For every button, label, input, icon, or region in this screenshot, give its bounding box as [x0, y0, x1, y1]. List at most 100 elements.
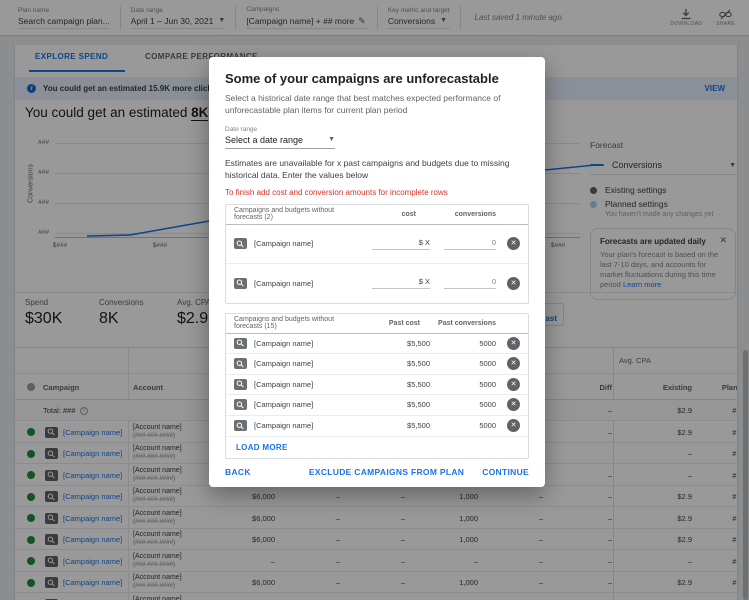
remove-icon[interactable]: ✕	[507, 237, 520, 251]
vertical-scrollbar[interactable]	[743, 350, 748, 600]
search-icon[interactable]	[45, 512, 58, 524]
chevron-down-icon: ▼	[328, 136, 335, 144]
tab-compare-performance[interactable]: COMPARE PERFORMANCE	[145, 52, 258, 61]
remove-icon[interactable]: ✕	[507, 377, 520, 391]
search-icon[interactable]	[45, 555, 58, 567]
account-number: (###-###-####)	[133, 539, 176, 547]
group-header-avg-cpa: Avg. CPA	[619, 356, 651, 365]
cell-cost: $6,000	[252, 578, 275, 587]
column-divider	[128, 348, 129, 600]
campaign-name: [Campaign name]	[254, 239, 314, 249]
past-campaigns-table: Campaigns and budgets without forecasts …	[225, 312, 529, 460]
col-diff[interactable]: Diff	[599, 383, 613, 392]
back-button[interactable]: BACK	[225, 467, 251, 478]
plan-name-value: Search campaign plan...	[18, 15, 110, 26]
table-row: [Campaign name] [Account name] (###-###-…	[15, 572, 737, 593]
search-icon[interactable]	[234, 378, 247, 390]
campaign-link[interactable]: [Campaign name]	[63, 492, 123, 501]
remove-icon[interactable]: ✕	[507, 276, 520, 290]
cell-conversions: –	[473, 556, 478, 566]
highlight-value: 8K	[191, 105, 209, 121]
cell-cost: $6,000	[252, 535, 275, 544]
campaign-link[interactable]: [Campaign name]	[63, 535, 123, 544]
cell-planned: #,###	[732, 449, 737, 458]
cell-existing: $2.9	[677, 492, 692, 501]
past-conversions-value: 5000	[479, 338, 496, 348]
past-conversions-value: 5000	[479, 421, 496, 431]
campaign-link[interactable]: [Campaign name]	[63, 513, 123, 523]
col-account[interactable]: Account	[133, 383, 163, 392]
past-conversions-value: 5000	[479, 379, 496, 389]
campaign-link[interactable]: [Campaign name]	[63, 449, 123, 458]
load-more-button[interactable]: LOAD MORE	[226, 436, 528, 458]
search-icon[interactable]	[234, 277, 247, 289]
cell-diff: –	[607, 492, 612, 501]
remove-icon[interactable]: ✕	[507, 357, 520, 371]
cost-input[interactable]: $ X	[372, 238, 430, 250]
cell-cost-planned: –	[335, 492, 340, 501]
search-icon[interactable]	[45, 491, 58, 502]
total-label: Total: ###	[43, 406, 76, 415]
col-existing[interactable]: Existing	[662, 383, 692, 392]
cost-input[interactable]: $ X	[372, 277, 430, 290]
learn-more-link[interactable]: Learn more	[622, 280, 662, 290]
past-campaign-row: [Campaign name] $5,500 5000 ✕	[226, 395, 528, 416]
download-button[interactable]: DOWNLOAD	[670, 8, 702, 27]
search-icon[interactable]	[234, 399, 247, 411]
close-icon[interactable]: ✕	[719, 235, 727, 245]
search-icon[interactable]	[234, 420, 247, 432]
campaign-link[interactable]: [Campaign name]	[63, 470, 123, 480]
remove-icon[interactable]: ✕	[507, 398, 520, 412]
search-icon[interactable]	[234, 358, 247, 370]
search-icon[interactable]	[45, 598, 58, 600]
plan-name-field[interactable]: Plan name Search campaign plan...	[8, 7, 120, 29]
search-icon[interactable]	[45, 577, 58, 588]
table-row: [Campaign name] [Account name] (###-###-…	[15, 507, 737, 529]
campaign-name: [Campaign name]	[254, 338, 314, 348]
search-icon[interactable]	[45, 448, 58, 459]
column-group-divider	[613, 348, 614, 600]
date-range-select[interactable]: Select a date range ▼	[225, 135, 335, 149]
past-conversions-value: 5000	[479, 359, 496, 369]
conversions-input[interactable]: 0	[444, 238, 496, 250]
account-cell: [Account name] (###-###-####)	[133, 574, 182, 590]
tab-explore-spend[interactable]: EXPLORE SPEND	[35, 52, 109, 61]
exclude-campaigns-button[interactable]: EXCLUDE CAMPAIGNS FROM PLAN	[308, 467, 465, 478]
search-icon[interactable]	[45, 469, 58, 481]
share-button[interactable]: SHARE	[716, 9, 735, 27]
search-icon[interactable]	[45, 534, 58, 545]
remove-icon[interactable]: ✕	[507, 419, 520, 433]
account-name: [Account name]	[133, 445, 182, 452]
link-off-icon	[719, 9, 732, 19]
account-cell: [Account name] (###-###-####)	[133, 531, 182, 547]
search-icon[interactable]	[234, 238, 247, 250]
campaign-link[interactable]: [Campaign name]	[63, 578, 123, 587]
campaign-link[interactable]: [Campaign name]	[63, 427, 123, 437]
continue-button[interactable]: CONTINUE	[482, 467, 529, 478]
conversions-input[interactable]: 0	[444, 277, 496, 290]
col-campaign[interactable]: Campaign	[43, 383, 80, 392]
cell-cost: –	[270, 556, 275, 566]
status-dot	[27, 514, 35, 522]
table-row: [Campaign name] [Account name] (###-###-…	[15, 550, 737, 572]
forecast-metric-select[interactable]: Conversions ▼	[590, 160, 736, 170]
cell-existing: –	[687, 449, 692, 458]
campaigns-field[interactable]: Campaigns [Campaign name] + ## more ✎	[236, 6, 377, 29]
campaign-link[interactable]: [Campaign name]	[63, 556, 123, 566]
col-planned[interactable]: Planned	[721, 383, 737, 392]
account-name: [Account name]	[133, 552, 182, 560]
cell-conversions-planned: –	[538, 513, 543, 523]
help-icon[interactable]: ?	[79, 406, 88, 415]
search-icon[interactable]	[45, 426, 58, 438]
cell-diff: –	[607, 578, 612, 587]
campaigns-value: [Campaign name] + ## more	[246, 15, 355, 26]
remove-icon[interactable]: ✕	[507, 336, 520, 350]
key-metric-field[interactable]: Key metric and target Conversions ▼	[378, 7, 460, 29]
cell-planned: #,###	[732, 535, 737, 544]
past-campaign-row: [Campaign name] $5,500 5000 ✕	[226, 334, 528, 355]
search-icon[interactable]	[234, 337, 247, 349]
stat-conversions: Conversions 8K	[99, 298, 144, 327]
view-link[interactable]: VIEW	[704, 84, 725, 93]
date-range-field[interactable]: Date range April 1 – Jun 30, 2021 ▼	[121, 7, 236, 29]
tip-title: Forecasts are updated daily	[600, 237, 706, 246]
